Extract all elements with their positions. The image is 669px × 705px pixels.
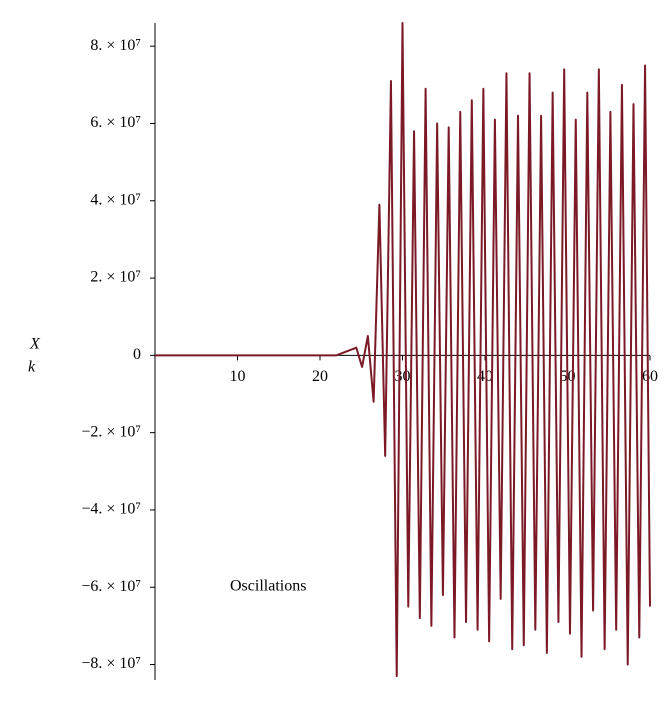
- x-tick-label: 20: [312, 368, 328, 385]
- y-tick-label: 6. × 10⁷: [90, 114, 141, 131]
- y-tick-label: −6. × 10⁷: [81, 578, 141, 595]
- y-axis-label: X: [29, 336, 41, 353]
- y-tick-label: 4. × 10⁷: [90, 191, 141, 208]
- y-tick-label: −4. × 10⁷: [81, 501, 141, 518]
- y-tick-label: 8. × 10⁷: [90, 37, 141, 54]
- y-axis-label-subscript: k: [28, 359, 36, 376]
- x-tick-label: 10: [230, 368, 246, 385]
- annotation: Oscillations: [230, 578, 306, 595]
- y-tick-label: −8. × 10⁷: [81, 655, 141, 672]
- x-tick-label: 30: [395, 368, 411, 385]
- data-line: [155, 22, 651, 678]
- y-tick-label: −2. × 10⁷: [81, 423, 141, 440]
- y-tick-label: 0: [133, 346, 141, 363]
- x-tick-label: 60: [642, 368, 658, 385]
- y-tick-label: 2. × 10⁷: [90, 269, 141, 286]
